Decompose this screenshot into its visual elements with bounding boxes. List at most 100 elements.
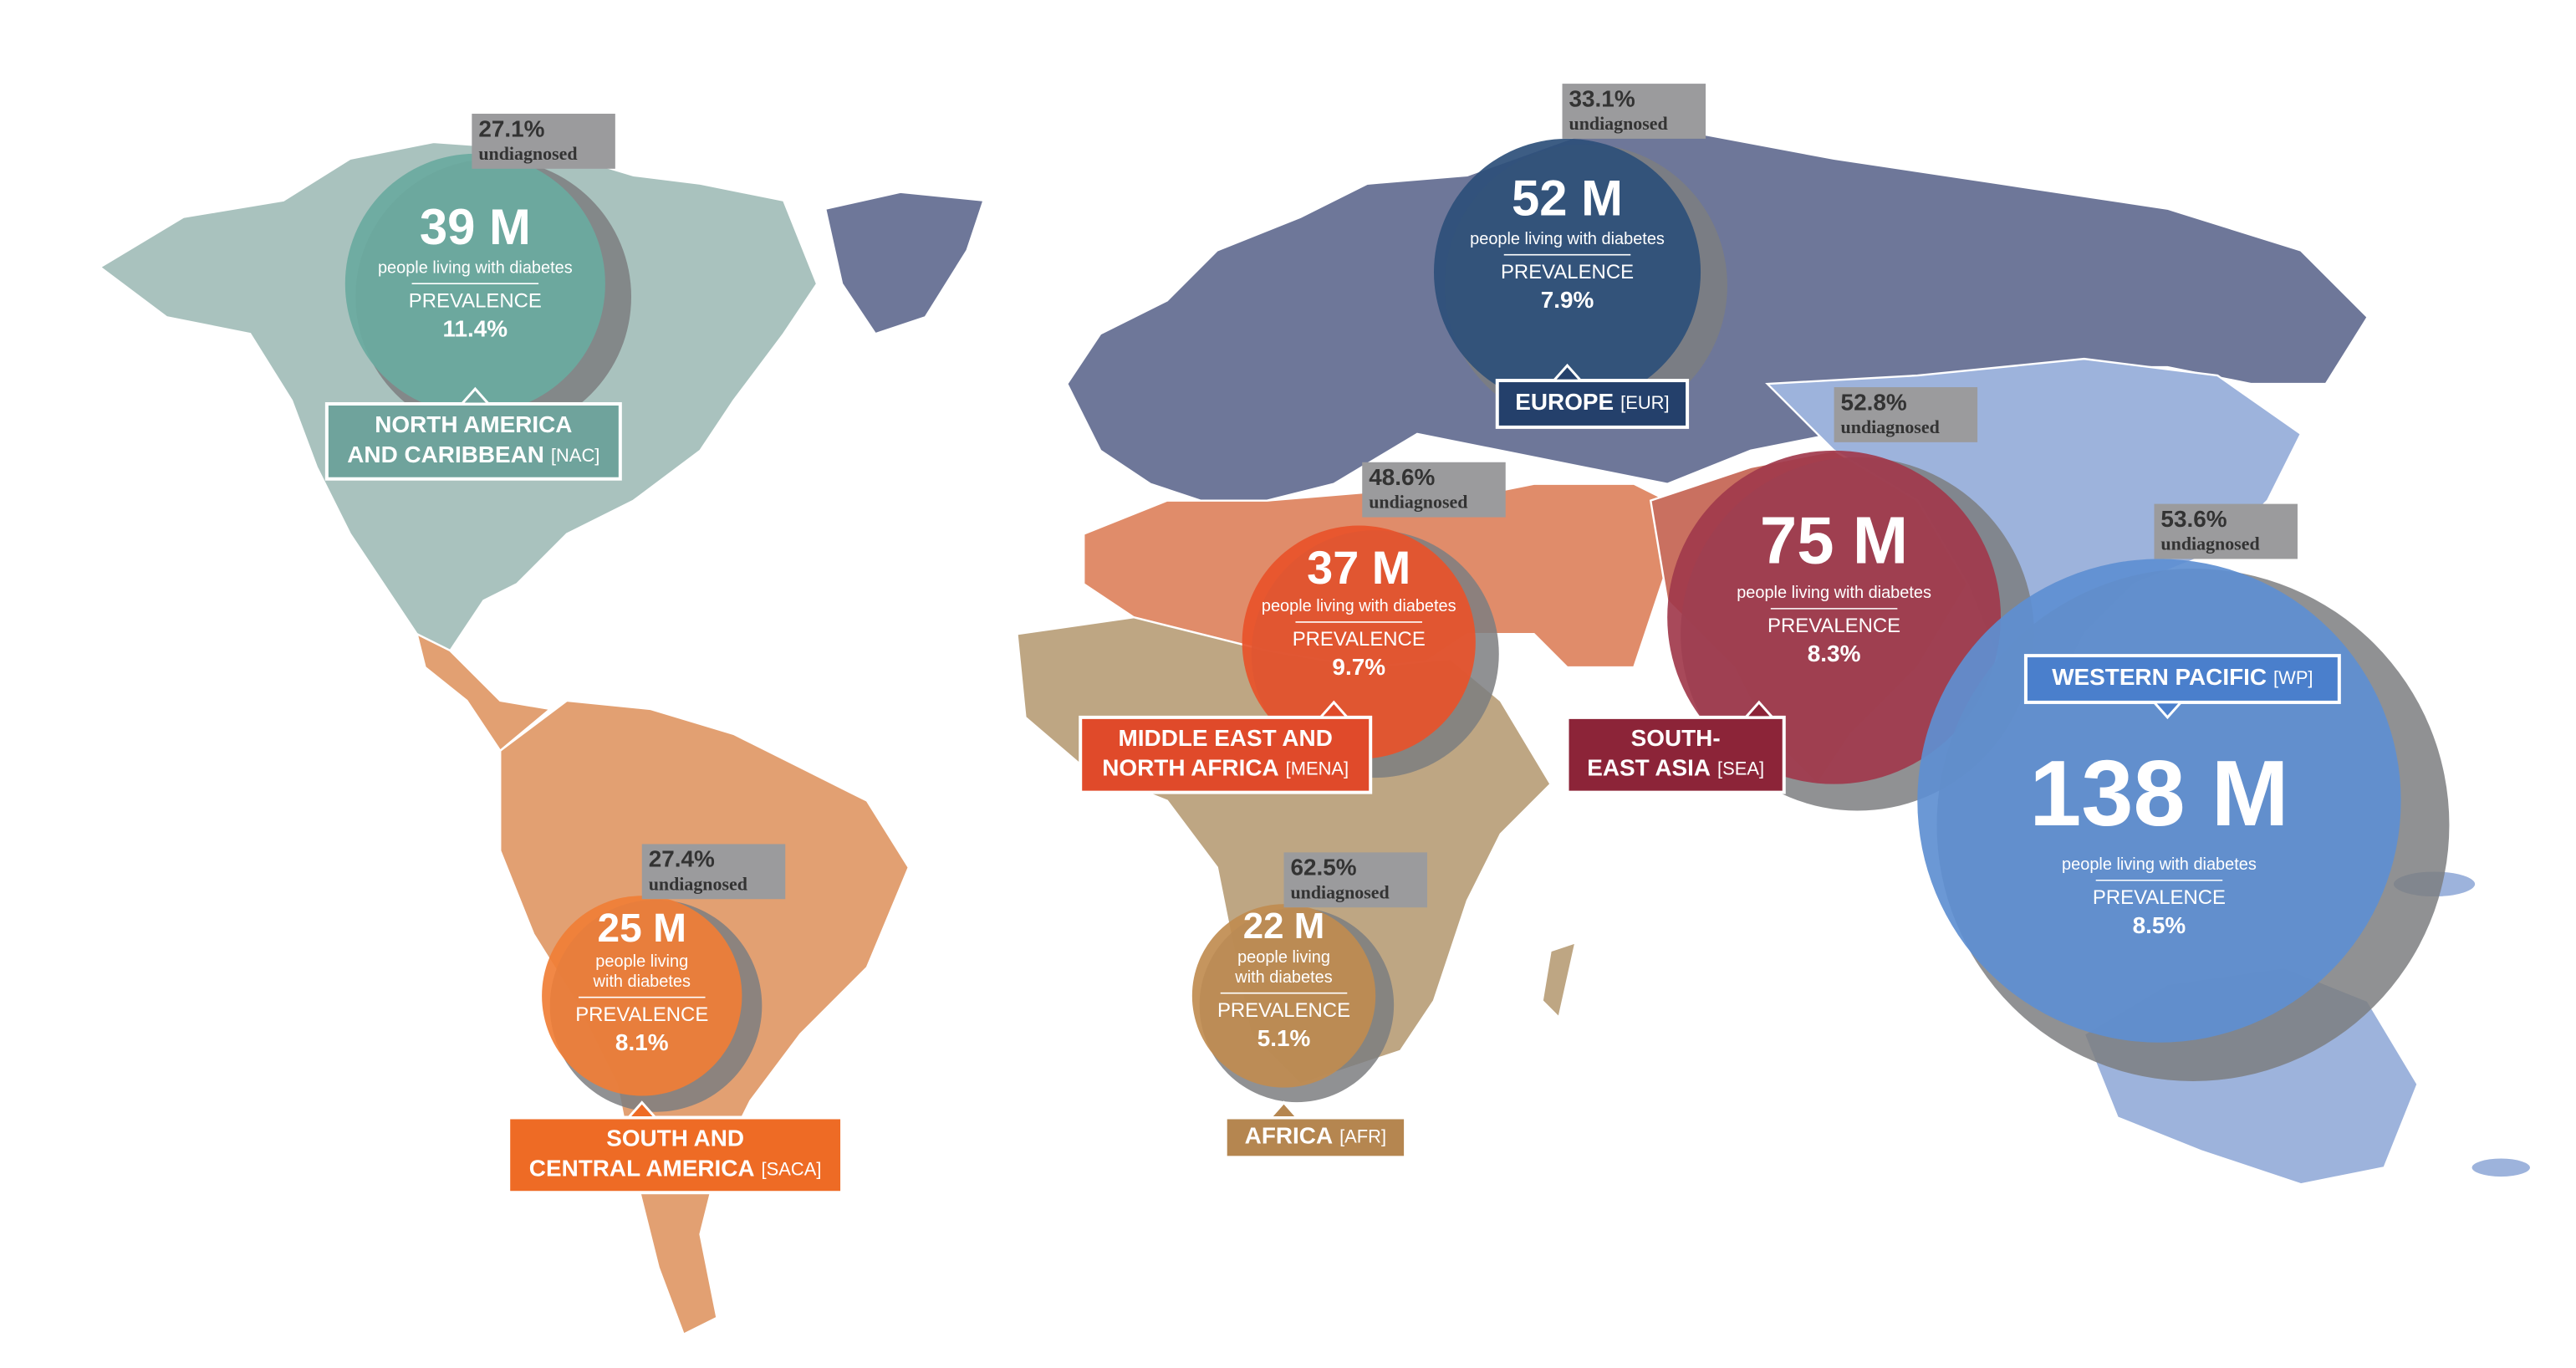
undiagnosed-value: 27.4% bbox=[649, 846, 715, 872]
people-count: 52 M bbox=[1512, 170, 1623, 226]
prevalence-label: PREVALENCE bbox=[1767, 615, 1900, 637]
undiagnosed-box bbox=[2154, 503, 2298, 559]
label-pointer bbox=[2151, 701, 2184, 720]
undiagnosed-label: undiagnosed bbox=[649, 873, 747, 894]
region-name-line: EUROPE bbox=[1515, 389, 1614, 415]
people-count: 75 M bbox=[1760, 503, 1908, 578]
undiagnosed-value: 33.1% bbox=[1569, 85, 1635, 111]
undiagnosed-box bbox=[1362, 462, 1506, 518]
region-name-line: SOUTH- bbox=[1631, 725, 1721, 751]
people-label: people living with diabetes bbox=[1737, 584, 1931, 602]
undiagnosed-value: 27.1% bbox=[478, 115, 544, 141]
region-code: [MENA] bbox=[1286, 758, 1349, 778]
undiagnosed-label: undiagnosed bbox=[2160, 533, 2259, 554]
undiagnosed-box bbox=[1283, 852, 1428, 908]
prevalence-label: PREVALENCE bbox=[2093, 886, 2226, 909]
region-name: AND CARIBBEAN [NAC] bbox=[347, 442, 599, 467]
region-name: WESTERN PACIFIC [WP] bbox=[2052, 664, 2313, 690]
region-name: AFRICA [AFR] bbox=[1245, 1123, 1386, 1149]
prevalence-label: PREVALENCE bbox=[1293, 628, 1426, 651]
region-name: SOUTH- bbox=[1631, 725, 1721, 751]
region-name-line: NORTH AMERICA bbox=[375, 411, 572, 437]
region-label-box bbox=[1495, 379, 1690, 429]
region-name-line: WESTERN PACIFIC bbox=[2052, 664, 2267, 690]
region-name-line: SOUTH AND bbox=[606, 1126, 744, 1151]
prevalence-value: 8.1% bbox=[615, 1029, 669, 1055]
region-name: MIDDLE EAST AND bbox=[1119, 725, 1333, 751]
region-name-line: NORTH AFRICA bbox=[1102, 755, 1278, 781]
region-bubble bbox=[1242, 525, 1476, 759]
people-label: people living bbox=[1237, 948, 1330, 967]
people-count: 37 M bbox=[1307, 541, 1410, 594]
region-name-line: MIDDLE EAST AND bbox=[1119, 725, 1333, 751]
label-pointer bbox=[1551, 363, 1584, 382]
prevalence-label: PREVALENCE bbox=[575, 1003, 708, 1026]
undiagnosed-label: undiagnosed bbox=[1290, 881, 1389, 902]
region-bubble bbox=[1433, 138, 1701, 406]
region-code: [NAC] bbox=[551, 445, 599, 466]
region-label-box bbox=[1223, 1115, 1408, 1160]
prevalence-value: 5.1% bbox=[1257, 1025, 1311, 1051]
region-code: [AFR] bbox=[1339, 1126, 1386, 1146]
region-name: SOUTH AND bbox=[606, 1126, 744, 1151]
region-code: [SACA] bbox=[762, 1158, 822, 1179]
prevalence-label: PREVALENCE bbox=[1501, 261, 1634, 283]
people-label: people living with diabetes bbox=[378, 259, 573, 278]
people-count: 22 M bbox=[1243, 906, 1325, 947]
region-name: EAST ASIA [SEA] bbox=[1587, 755, 1764, 781]
undiagnosed-label: undiagnosed bbox=[478, 143, 577, 164]
undiagnosed-label: undiagnosed bbox=[1369, 492, 1467, 513]
people-label: people living with diabetes bbox=[1470, 230, 1665, 248]
people-count: 39 M bbox=[420, 199, 531, 255]
label-pointer bbox=[1268, 1100, 1300, 1119]
region-name-line: AND CARIBBEAN bbox=[347, 442, 544, 467]
label-pointer bbox=[625, 1100, 659, 1119]
prevalence-value: 7.9% bbox=[1541, 287, 1594, 313]
island bbox=[2470, 1156, 2533, 1179]
region-label-box bbox=[324, 401, 622, 481]
region-name: NORTH AMERICA bbox=[375, 411, 572, 437]
region-name-line: CENTRAL AMERICA bbox=[529, 1156, 755, 1182]
label-pointer bbox=[459, 386, 492, 406]
region-bubble bbox=[1667, 450, 2002, 784]
people-label: people living with diabetes bbox=[1262, 597, 1456, 615]
undiagnosed-label: undiagnosed bbox=[1841, 416, 1940, 437]
region: 33.1%undiagnosed 52 M people living with d… bbox=[1433, 84, 1727, 429]
region-name-line: EAST ASIA bbox=[1587, 755, 1711, 781]
undiagnosed-box bbox=[472, 113, 615, 169]
people-count: 138 M bbox=[2029, 741, 2288, 845]
region: 27.1%undiagnosed 39 M people living with d… bbox=[324, 113, 631, 481]
madagascar bbox=[1541, 941, 1578, 1020]
central-america bbox=[415, 631, 553, 753]
region-label-box bbox=[507, 1115, 844, 1195]
prevalence-value: 8.5% bbox=[2133, 912, 2186, 938]
label-pointer bbox=[1742, 700, 1776, 719]
prevalence-value: 9.7% bbox=[1332, 654, 1385, 680]
region-label-box bbox=[1565, 715, 1786, 794]
undiagnosed-value: 52.8% bbox=[1841, 389, 1907, 415]
undiagnosed-label: undiagnosed bbox=[1569, 113, 1668, 134]
region-name: NORTH AFRICA [MENA] bbox=[1102, 755, 1349, 781]
region: 53.6%undiagnosed 138 M people living with … bbox=[1917, 503, 2450, 1082]
undiagnosed-value: 53.6% bbox=[2160, 506, 2227, 532]
region-label-box bbox=[1079, 715, 1373, 794]
region: 48.6%undiagnosed 37 M people living with d… bbox=[1079, 462, 1506, 794]
prevalence-label: PREVALENCE bbox=[1217, 999, 1350, 1022]
region-name-line: AFRICA bbox=[1245, 1123, 1333, 1149]
undiagnosed-box bbox=[1562, 84, 1706, 139]
undiagnosed-value: 48.6% bbox=[1369, 464, 1435, 490]
region-code: [EUR] bbox=[1620, 392, 1669, 413]
prevalence-value: 11.4% bbox=[443, 315, 508, 341]
prevalence-label: PREVALENCE bbox=[409, 289, 542, 312]
greenland bbox=[824, 191, 986, 335]
people-label: people living with diabetes bbox=[2062, 855, 2257, 874]
people-label: with diabetes bbox=[1234, 968, 1332, 987]
region-bubble bbox=[542, 896, 742, 1096]
undiagnosed-box bbox=[1834, 387, 1978, 442]
people-label: with diabetes bbox=[593, 972, 691, 991]
people-label: people living bbox=[595, 952, 688, 971]
